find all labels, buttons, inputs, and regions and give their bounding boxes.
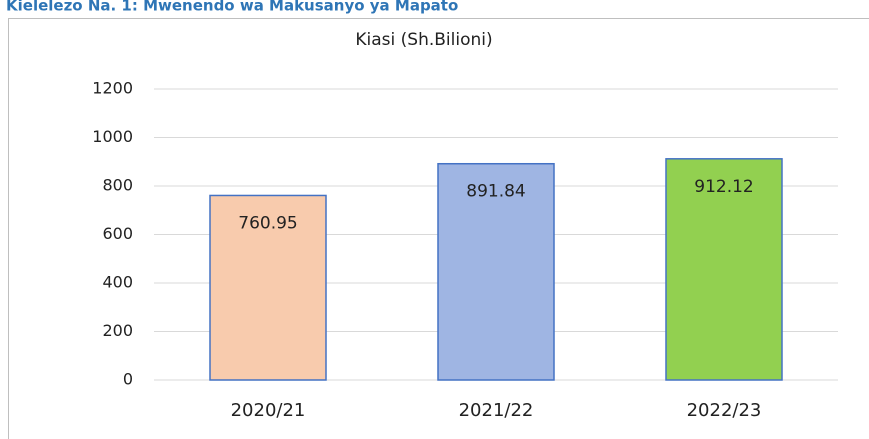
y-tick-label: 1000 [92,127,133,146]
bar [437,162,555,381]
data-label: 760.95 [238,213,297,233]
bar [665,158,783,381]
y-tick-label: 1200 [92,79,133,98]
x-tick-label: 2022/23 [687,400,762,421]
chart-title: Kielelezo Na. 1: Mwenendo wa Makusanyo y… [6,0,458,15]
x-tick-label: 2021/22 [459,400,534,421]
data-label: 912.12 [694,177,753,197]
bar [209,194,327,381]
y-tick-label: 800 [102,176,133,195]
y-tick-label: 200 [102,321,133,340]
chart-subtitle: Kiasi (Sh.Bilioni) [355,30,492,50]
data-label: 891.84 [466,182,525,202]
x-tick-label: 2020/21 [231,400,306,421]
y-tick-label: 0 [123,370,133,389]
y-tick-label: 400 [102,273,133,292]
y-tick-label: 600 [102,224,133,243]
